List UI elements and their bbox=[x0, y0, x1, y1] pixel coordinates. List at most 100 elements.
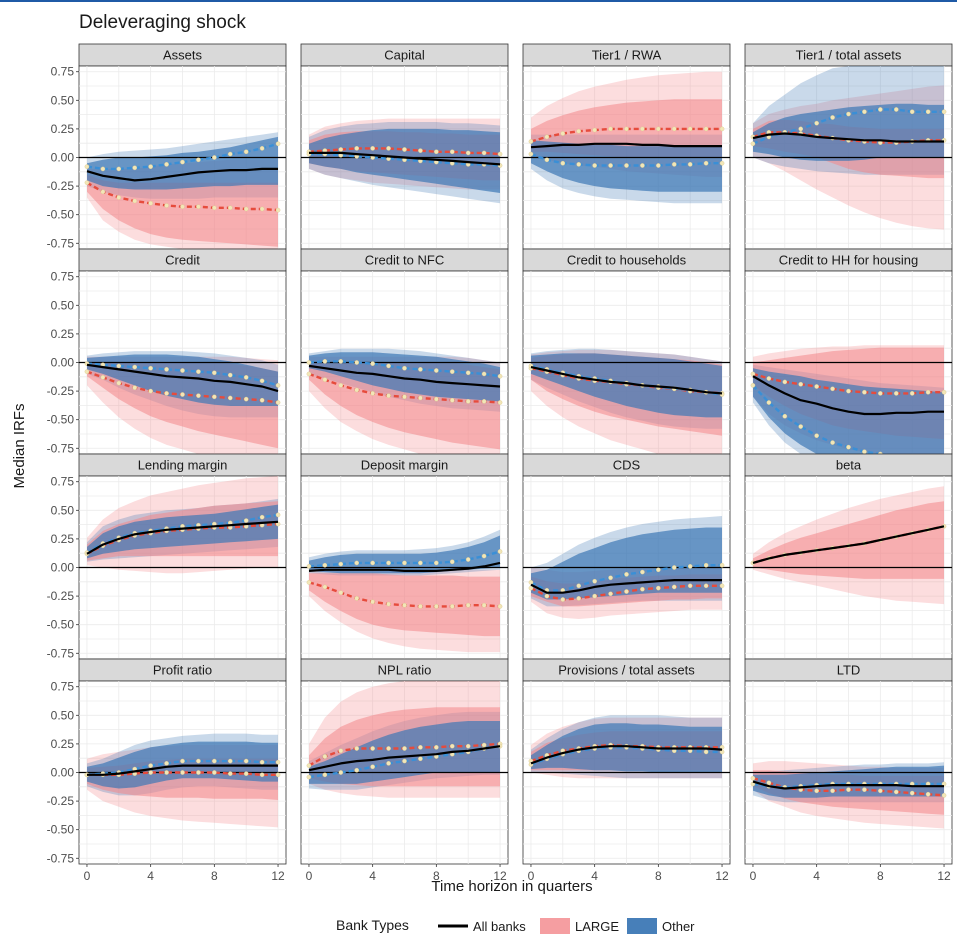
series-other-point bbox=[354, 360, 360, 365]
series-other-point bbox=[180, 368, 185, 373]
series-large-point bbox=[227, 771, 233, 776]
series-large-point bbox=[576, 128, 582, 134]
panel-title: LTD bbox=[837, 663, 861, 678]
series-large-point bbox=[243, 396, 249, 402]
bands bbox=[309, 348, 500, 454]
series-lines bbox=[528, 742, 725, 767]
series-large-point bbox=[322, 584, 328, 590]
panel-title: Profit ratio bbox=[153, 663, 212, 678]
series-other-point bbox=[719, 562, 725, 568]
series-other-point bbox=[418, 756, 423, 762]
series-large-point bbox=[497, 400, 503, 405]
bands bbox=[309, 118, 500, 204]
series-large-point bbox=[449, 604, 455, 609]
series-other-point bbox=[132, 165, 138, 171]
series-all-banks bbox=[752, 375, 944, 416]
series-large-point bbox=[386, 146, 391, 151]
series-all-banks bbox=[86, 363, 279, 393]
series-all-banks bbox=[86, 520, 279, 555]
series-large-point bbox=[354, 387, 360, 393]
series-large-point bbox=[656, 126, 661, 132]
series-large-point bbox=[164, 770, 169, 775]
legend-label: All banks bbox=[473, 919, 526, 934]
series-all-banks bbox=[308, 745, 501, 772]
series-other-point bbox=[322, 359, 328, 364]
x-tick-label: 0 bbox=[528, 869, 535, 883]
series-large-point bbox=[497, 604, 503, 609]
series-other-point bbox=[846, 111, 851, 117]
series-other-point bbox=[782, 413, 788, 419]
x-tick-label: 12 bbox=[937, 869, 951, 883]
series-large-point bbox=[306, 763, 312, 768]
series-large-point bbox=[322, 754, 328, 759]
series-large-point bbox=[640, 126, 645, 132]
series-other-point bbox=[386, 761, 391, 766]
series-lines bbox=[84, 512, 281, 557]
series-large-point bbox=[116, 195, 122, 200]
series-large-point bbox=[148, 200, 153, 206]
y-tick-label: 0.00 bbox=[51, 766, 75, 780]
series-other-point bbox=[434, 368, 439, 373]
series-large-point bbox=[497, 151, 503, 157]
series-large-point bbox=[925, 791, 931, 797]
y-tick-label: -0.50 bbox=[47, 618, 75, 632]
series-other-point bbox=[528, 580, 534, 585]
panel-beta: beta bbox=[744, 453, 953, 660]
y-tick-label: 0.00 bbox=[51, 151, 75, 165]
series-large-point bbox=[449, 397, 455, 403]
series-large-point bbox=[750, 371, 756, 377]
series-large-point bbox=[434, 149, 439, 155]
series-other-point bbox=[560, 160, 566, 166]
series-other-point bbox=[418, 560, 423, 566]
series-lines bbox=[84, 361, 281, 405]
series-large-point bbox=[624, 589, 629, 594]
series-large-point bbox=[640, 586, 645, 592]
series-other-point bbox=[893, 107, 899, 112]
series-other-point bbox=[909, 109, 915, 115]
series-other-point bbox=[703, 562, 709, 568]
series-large-point bbox=[196, 770, 201, 775]
series-large-point bbox=[528, 585, 534, 591]
series-other-point bbox=[481, 371, 487, 377]
series-large-point bbox=[687, 583, 693, 589]
series-other-point bbox=[703, 160, 709, 166]
series-other-point bbox=[719, 749, 725, 755]
series-large-point bbox=[275, 521, 281, 527]
y-tick-label: 0.25 bbox=[51, 737, 75, 751]
series-other-point bbox=[925, 109, 931, 115]
series-large-point bbox=[719, 745, 725, 750]
series-other-point bbox=[608, 575, 613, 581]
series-other-point bbox=[370, 764, 375, 770]
panel-title: Tier1 / RWA bbox=[592, 48, 662, 63]
y-axis-label: Median IRFs bbox=[11, 403, 28, 488]
y-tick-label: 0.00 bbox=[51, 561, 75, 575]
series-other-point bbox=[148, 164, 153, 169]
series-other-point bbox=[354, 560, 360, 566]
legend-label: LARGE bbox=[575, 919, 619, 934]
series-large-point bbox=[402, 602, 407, 608]
series-other-point bbox=[386, 363, 391, 369]
y-tick-label: 0.75 bbox=[51, 65, 75, 79]
large-band-inner bbox=[753, 501, 944, 579]
y-tick-label: -0.25 bbox=[47, 384, 75, 398]
series-other-point bbox=[116, 166, 122, 172]
series-large-point bbox=[719, 126, 725, 132]
series-large-point bbox=[354, 146, 360, 151]
series-large-point bbox=[227, 395, 233, 401]
series-lines bbox=[528, 126, 725, 168]
series-all-banks bbox=[530, 142, 722, 149]
y-tick-label: 0.50 bbox=[51, 93, 75, 107]
series-other-point bbox=[243, 758, 249, 764]
series-large-point bbox=[941, 389, 947, 395]
series-other-point bbox=[687, 162, 693, 167]
series-other-point bbox=[275, 383, 281, 388]
y-tick-label: -0.25 bbox=[47, 589, 75, 603]
series-other-point bbox=[465, 370, 471, 376]
y-tick-label: 0.50 bbox=[51, 708, 75, 722]
series-lines bbox=[306, 549, 503, 609]
series-other-point bbox=[275, 141, 281, 147]
x-tick-label: 4 bbox=[147, 869, 154, 883]
y-tick-label: 0.25 bbox=[51, 122, 75, 136]
series-other-point bbox=[528, 151, 534, 157]
series-large-point bbox=[703, 583, 709, 589]
